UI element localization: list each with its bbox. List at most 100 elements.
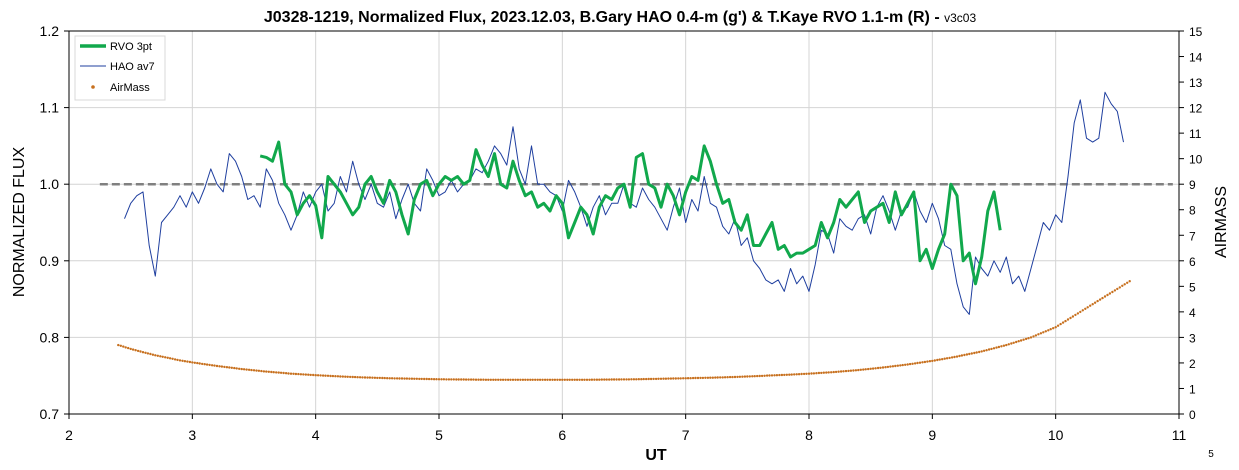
airmass-point — [440, 378, 443, 381]
airmass-point — [186, 360, 189, 363]
airmass-point — [413, 377, 416, 380]
airmass-point — [785, 373, 788, 376]
airmass-point — [307, 373, 310, 376]
airmass-point — [309, 373, 312, 377]
airmass-point — [247, 368, 251, 371]
airmass-point — [408, 377, 411, 380]
airmass-point — [346, 375, 349, 378]
airmass-point — [985, 349, 988, 352]
airmass-point — [164, 356, 167, 359]
airmass-point — [571, 378, 574, 381]
airmass-point — [252, 369, 256, 372]
airmass-point — [580, 378, 584, 381]
airmass-point — [746, 375, 749, 378]
airmass-point — [319, 374, 322, 377]
airmass-point — [250, 368, 253, 372]
airmass-point — [492, 378, 495, 381]
y2-tick-label: 0 — [1189, 408, 1196, 422]
airmass-point — [122, 345, 125, 348]
chart-title-main: J0328-1219, Normalized Flux, 2023.12.03,… — [264, 9, 944, 26]
airmass-point — [788, 373, 791, 376]
airmass-point — [716, 376, 719, 379]
legend-label-airmass: AirMass — [110, 82, 150, 94]
airmass-point — [501, 378, 505, 381]
airmass-point — [711, 376, 714, 379]
airmass-point — [531, 378, 534, 381]
airmass-point — [171, 357, 174, 360]
airmass-point — [654, 377, 658, 381]
airmass-point — [1066, 318, 1070, 321]
airmass-point — [583, 378, 586, 381]
airmass-point — [1084, 307, 1087, 310]
airmass-point — [205, 363, 209, 366]
legend: RVO 3pt HAO av7 AirMass — [74, 35, 166, 101]
airmass-point — [879, 366, 882, 369]
airmass-point — [627, 378, 631, 381]
airmass-point — [778, 373, 781, 377]
airmass-point — [272, 371, 275, 374]
airmass-point — [590, 378, 594, 381]
airmass-point — [395, 377, 399, 380]
airmass-point — [978, 350, 981, 354]
airmass-point — [329, 374, 332, 378]
airmass-point — [1086, 306, 1089, 309]
airmass-point — [645, 377, 648, 381]
airmass-point — [822, 371, 825, 374]
airmass-point — [188, 360, 192, 364]
airmass-point — [1064, 319, 1067, 323]
airmass-point — [1089, 304, 1092, 307]
airmass-point — [418, 377, 421, 381]
airmass-point — [297, 372, 300, 376]
airmass-point — [701, 376, 705, 380]
airmass-point — [756, 374, 759, 378]
airmass-point — [228, 366, 231, 369]
airmass-point — [783, 373, 786, 377]
airmass-point — [556, 378, 559, 381]
airmass-point — [605, 378, 608, 381]
airmass-point — [521, 378, 525, 381]
airmass-point — [691, 376, 695, 380]
y2-tick-label: 5 — [1189, 280, 1196, 294]
airmass-point — [815, 372, 818, 375]
airmass-point — [1056, 324, 1060, 327]
airmass-point — [489, 378, 492, 381]
airmass-point — [625, 378, 628, 381]
airmass-point — [1019, 339, 1023, 342]
airmass-point — [1024, 337, 1028, 341]
x-tick-label: 11 — [1172, 427, 1187, 443]
airmass-point — [1113, 289, 1117, 292]
airmass-point — [973, 351, 976, 355]
airmass-point — [233, 366, 236, 370]
airmass-point — [504, 378, 507, 381]
y2-tick-label: 11 — [1189, 127, 1202, 141]
airmass-point — [1002, 344, 1006, 347]
airmass-point — [1096, 299, 1099, 303]
airmass-point — [635, 378, 638, 381]
airmass-point — [706, 376, 710, 379]
airmass-point — [904, 363, 907, 366]
airmass-point — [383, 376, 386, 380]
legend-label-rvo: RVO 3pt — [110, 41, 152, 53]
airmass-point — [936, 358, 939, 362]
airmass-point — [173, 358, 177, 361]
airmass-point — [265, 370, 268, 373]
airmass-point — [144, 351, 147, 354]
airmass-point — [642, 377, 645, 381]
airmass-point — [154, 354, 157, 357]
airmass-point — [847, 369, 850, 373]
airmass-point — [721, 376, 724, 379]
airmass-point — [141, 351, 145, 354]
airmass-point — [918, 361, 922, 364]
airmass-point — [366, 376, 369, 379]
airmass-point — [534, 378, 537, 381]
airmass-point — [405, 377, 409, 380]
airmass-point — [780, 373, 784, 377]
airmass-point — [1059, 322, 1062, 326]
airmass-point — [299, 373, 303, 376]
airmass-point — [292, 372, 295, 375]
airmass-point — [945, 357, 949, 360]
airmass-point — [289, 372, 293, 375]
airmass-point — [834, 370, 838, 374]
airmass-point — [423, 377, 426, 381]
